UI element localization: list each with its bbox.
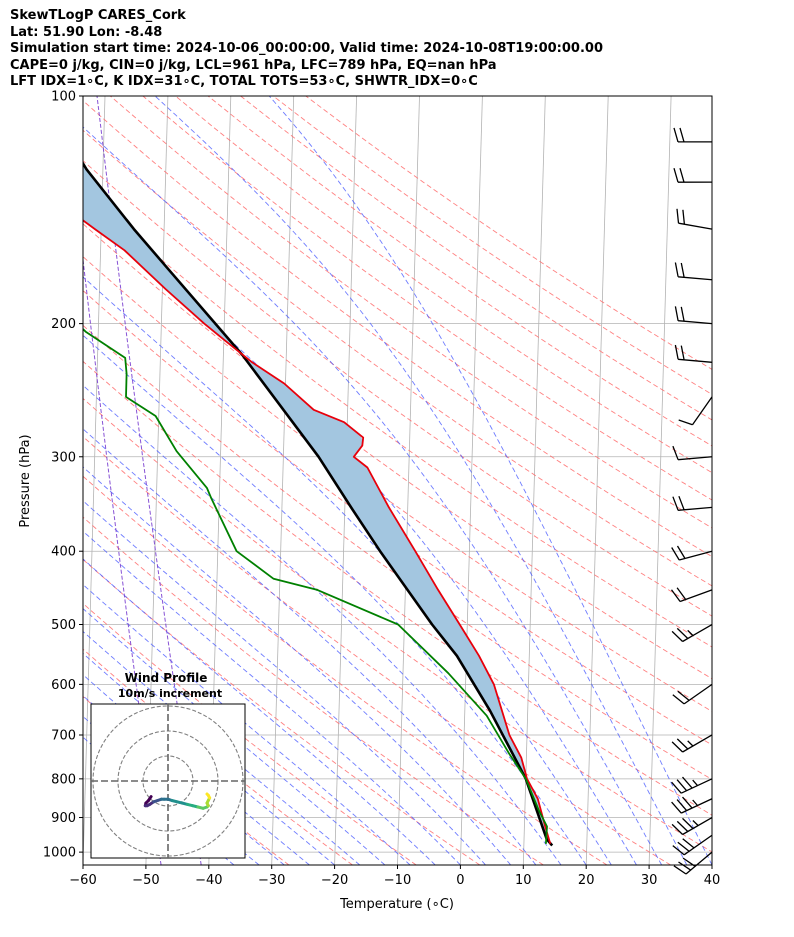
dry-adiabat bbox=[175, 96, 712, 474]
dry-adiabat bbox=[83, 191, 712, 648]
isotherm-line bbox=[271, 96, 295, 865]
dry-adiabat bbox=[305, 96, 712, 370]
dry-adiabat bbox=[240, 96, 712, 421]
isotherm-line bbox=[397, 96, 420, 865]
moist-adiabat bbox=[83, 334, 587, 865]
wind-barb bbox=[671, 796, 713, 814]
wind-barb bbox=[671, 623, 713, 643]
x-tick-label: −40 bbox=[195, 873, 222, 888]
x-tick-label: −30 bbox=[258, 873, 285, 888]
x-axis-label: Temperature (∘C) bbox=[339, 897, 454, 912]
hodograph: Wind Profile 10m/s increment bbox=[90, 671, 246, 859]
x-tick-label: 30 bbox=[641, 873, 658, 888]
wind-barbs bbox=[670, 127, 713, 875]
axes: −60 −50 −40 −30 −20 −10 0 10 20 30 40 100 200 300 400 5… bbox=[43, 90, 720, 889]
moist-adiabat bbox=[83, 384, 562, 865]
dry-adiabat bbox=[83, 602, 417, 865]
y-tick-label: 200 bbox=[51, 317, 76, 332]
wind-barb bbox=[672, 834, 713, 856]
dewpoint-profile bbox=[83, 327, 548, 844]
x-tick-label: −10 bbox=[384, 873, 411, 888]
hodograph-subtitle: 10m/s increment bbox=[118, 687, 222, 700]
x-tick-label: 40 bbox=[704, 873, 721, 888]
moist-adiabat bbox=[83, 630, 361, 865]
wind-barb bbox=[678, 396, 713, 426]
location-line: Lat: 51.90 Lon: -8.48 bbox=[10, 24, 163, 40]
parcel-profile bbox=[83, 161, 554, 847]
moist-adiabat bbox=[83, 500, 486, 865]
chart-title: SkewTLogP CARES_Cork bbox=[10, 8, 186, 23]
dry-adiabat bbox=[142, 96, 712, 501]
plot-area bbox=[83, 96, 712, 865]
y-tick-label: 800 bbox=[51, 772, 76, 787]
wind-barb bbox=[670, 587, 713, 603]
moist-adiabat bbox=[83, 428, 537, 865]
wind-barb bbox=[672, 495, 713, 511]
dry-adiabat bbox=[83, 256, 712, 712]
x-tick-label: 0 bbox=[456, 873, 464, 888]
cape-shading bbox=[83, 163, 551, 844]
y-tick-label: 600 bbox=[51, 678, 76, 693]
y-axis-label: Pressure (hPa) bbox=[18, 434, 33, 527]
hodograph-title: Wind Profile bbox=[125, 671, 208, 685]
dry-adiabat bbox=[83, 475, 608, 865]
moist-adiabat bbox=[83, 466, 512, 865]
x-tick-label: −50 bbox=[132, 873, 159, 888]
moist-adiabat bbox=[83, 207, 637, 865]
dry-adiabat bbox=[83, 648, 353, 865]
dry-adiabat bbox=[83, 360, 712, 816]
y-tick-label: 900 bbox=[51, 811, 76, 826]
isotherm-line bbox=[460, 96, 483, 865]
isotherm-line bbox=[648, 96, 672, 865]
wind-barb bbox=[673, 168, 713, 183]
y-tick-label: 300 bbox=[51, 450, 76, 465]
wind-barb bbox=[674, 344, 713, 363]
chart-header: SkewTLogP CARES_Cork Lat: 51.90 Lon: -8.… bbox=[10, 8, 603, 91]
wind-barb bbox=[674, 262, 713, 281]
y-tick-label: 1000 bbox=[43, 846, 76, 861]
temperature-profile bbox=[83, 219, 552, 845]
wind-barb bbox=[673, 851, 713, 875]
dry-adiabat bbox=[83, 516, 544, 865]
x-tick-label: 20 bbox=[578, 873, 595, 888]
index-line: LFT IDX=1∘C, K IDX=31∘C, TOTAL TOTS=53∘C… bbox=[10, 74, 478, 89]
moist-adiabat bbox=[83, 530, 461, 865]
y-tick-label: 400 bbox=[51, 545, 76, 560]
isotherm-line bbox=[522, 96, 546, 865]
wind-barb bbox=[674, 306, 713, 325]
wind-barb bbox=[671, 776, 713, 794]
moist-adiabat bbox=[154, 96, 688, 865]
dry-adiabat bbox=[83, 223, 712, 680]
x-tick-label: 10 bbox=[515, 873, 532, 888]
dry-adiabat bbox=[83, 397, 712, 853]
wind-barb bbox=[671, 734, 713, 753]
moist-adiabat bbox=[83, 652, 335, 865]
dry-adiabat bbox=[83, 324, 712, 781]
x-tick-label: −60 bbox=[69, 873, 96, 888]
dry-adiabat bbox=[83, 289, 712, 746]
moist-adiabat bbox=[83, 584, 411, 865]
wind-barb bbox=[676, 208, 713, 230]
time-line: Simulation start time: 2024-10-06_00:00:… bbox=[10, 41, 603, 56]
wind-barb bbox=[672, 445, 713, 461]
dry-adiabat bbox=[110, 96, 712, 529]
hodograph-trace bbox=[205, 792, 210, 797]
wind-barb bbox=[671, 545, 713, 561]
cape-line: CAPE=0 j/kg, CIN=0 j/kg, LCL=961 hPa, LF… bbox=[10, 57, 497, 73]
y-tick-label: 700 bbox=[51, 728, 76, 743]
moist-adiabat bbox=[83, 608, 386, 865]
y-tick-label: 500 bbox=[51, 618, 76, 633]
wind-barb bbox=[672, 683, 713, 705]
dry-adiabat bbox=[207, 96, 712, 447]
y-tick-label: 100 bbox=[51, 90, 76, 105]
wind-barb bbox=[671, 816, 713, 836]
isotherm-line bbox=[711, 851, 712, 865]
wind-barb bbox=[673, 127, 713, 143]
x-tick-label: −20 bbox=[321, 873, 348, 888]
dry-adiabat bbox=[83, 160, 712, 617]
moist-adiabat bbox=[83, 126, 663, 865]
